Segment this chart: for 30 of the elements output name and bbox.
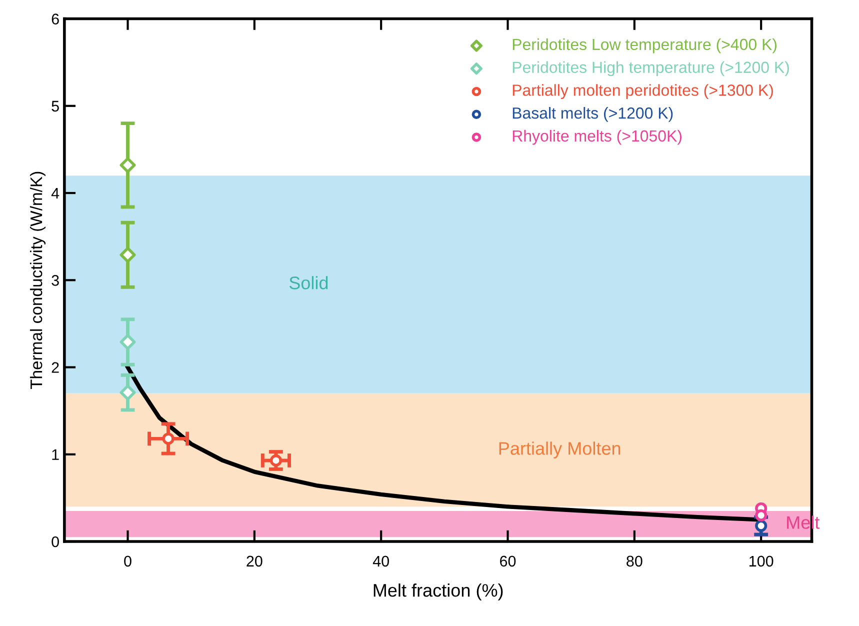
legend-label: Peridotites High temperature (>1200 K)	[512, 61, 789, 76]
point	[120, 334, 136, 350]
x-tick-label: 20	[246, 556, 262, 567]
point	[755, 520, 768, 532]
legend-label: Partially molten peridotites (>1300 K)	[512, 84, 773, 100]
x-tick-label: 40	[372, 556, 389, 567]
y-tick-label: 6	[52, 14, 59, 24]
legend-label: Basalt melts (>1200 K)	[512, 107, 673, 122]
y-tick-label: 0	[52, 536, 59, 548]
point	[162, 432, 174, 445]
y-tick-label: 2	[52, 362, 59, 373]
point	[120, 384, 136, 400]
x-tick-label: 0	[124, 556, 132, 567]
legend-label: Peridotites Low temperature (>400 K)	[512, 38, 776, 54]
point	[755, 509, 768, 522]
y-tick-label: 1	[52, 449, 59, 460]
legend-label: Rhyolite melts (>1050K)	[512, 130, 682, 145]
x-tick-label: 80	[626, 556, 642, 567]
x-tick-label: 100	[750, 556, 774, 567]
y-tick-label: 3	[52, 275, 59, 286]
y-tick-label: 5	[52, 100, 59, 112]
band-label: Partially Molten	[499, 442, 620, 458]
y-axis-title: Thermal conductivity (W/m/K)	[30, 172, 46, 390]
point	[120, 157, 136, 174]
x-tick-label: 60	[500, 556, 516, 567]
x-axis-title: Melt fraction (%)	[374, 584, 503, 600]
band-label: Solid	[289, 276, 328, 290]
y-tick-label: 4	[51, 188, 60, 199]
point	[120, 246, 136, 263]
point	[270, 454, 282, 467]
